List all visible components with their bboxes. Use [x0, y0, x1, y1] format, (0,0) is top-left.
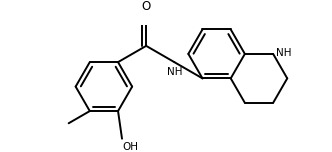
- Text: O: O: [141, 0, 151, 13]
- Text: OH: OH: [123, 142, 139, 152]
- Text: NH: NH: [276, 48, 292, 58]
- Text: NH: NH: [167, 67, 183, 77]
